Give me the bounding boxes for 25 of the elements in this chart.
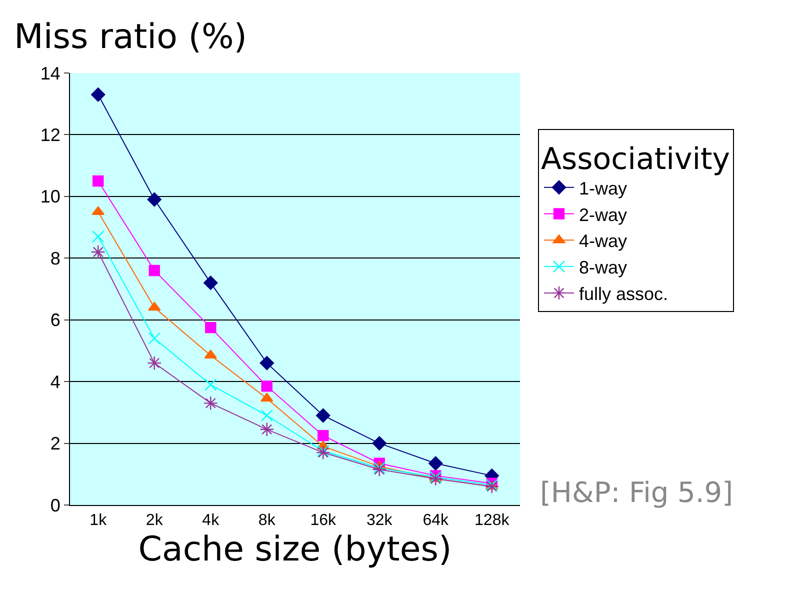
y-tick-label: 8	[50, 248, 60, 268]
text: [H&P: Fig 5.9]	[540, 476, 734, 509]
x-axis-title: Cache size (bytes)	[138, 530, 452, 570]
y-tick-label: 2	[50, 434, 60, 454]
y-tick-label: 0	[50, 495, 60, 516]
legend-label: fully assoc.	[579, 284, 668, 304]
legend-label: 4-way	[579, 231, 628, 252]
x-tick-label: 4k	[202, 512, 220, 530]
legend-label: 8-way	[579, 258, 628, 278]
x-tick-label: 64k	[422, 512, 450, 530]
y-tick-label: 10	[40, 186, 60, 207]
legend-title: Associativity	[541, 142, 730, 178]
x-tick-label: 16k	[310, 512, 338, 530]
x-tick-label: 2k	[146, 512, 164, 530]
y-tick-label: 12	[40, 125, 60, 146]
x-tick-label: 1k	[90, 512, 108, 530]
legend-label: 1-way	[579, 178, 628, 198]
x-tick-label: 8k	[258, 512, 276, 530]
y-axis-title: Miss ratio (%)	[14, 17, 248, 57]
y-tick-label: 4	[50, 372, 60, 392]
legend-label: 2-way	[579, 204, 628, 225]
y-tick-label: 14	[40, 63, 60, 84]
x-tick-label: 32k	[366, 512, 394, 530]
x-tick-label: 128k	[474, 512, 510, 530]
y-tick-label: 6	[50, 310, 60, 330]
